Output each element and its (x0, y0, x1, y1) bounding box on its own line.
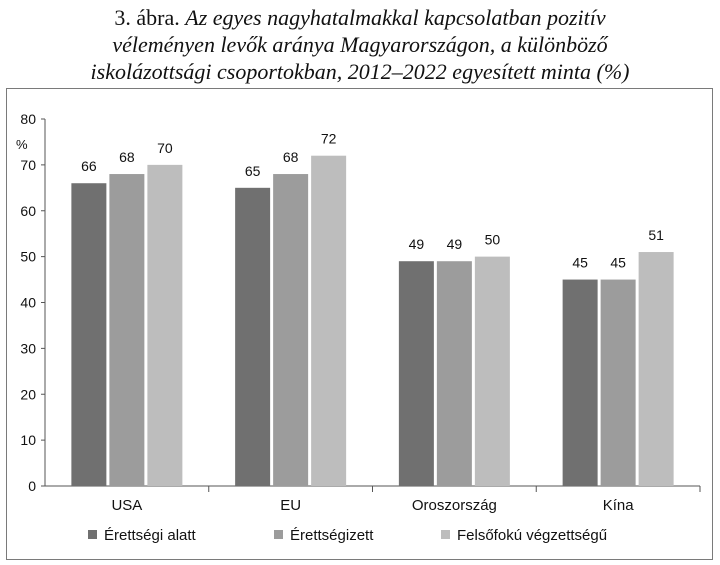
category-label: Kína (603, 497, 635, 514)
y-tick-label: 0 (28, 478, 36, 494)
legend-label: Érettségi alatt (104, 527, 197, 544)
category-label: Oroszország (412, 497, 497, 514)
data-label: 51 (648, 227, 664, 243)
bar (71, 183, 107, 486)
category-label: USA (111, 497, 142, 514)
legend-label: Felsőfokú végzettségű (457, 527, 607, 544)
bar (474, 256, 510, 486)
figure-number: 3. ábra. (114, 5, 180, 30)
data-label: 66 (81, 158, 97, 174)
y-tick-label: 50 (20, 249, 36, 265)
category-label: EU (280, 497, 301, 514)
bar (398, 261, 434, 486)
y-tick-label: 30 (20, 340, 36, 356)
data-label: 50 (485, 232, 501, 248)
data-label: 45 (610, 255, 626, 271)
y-tick-label: 60 (20, 203, 36, 219)
bar (273, 174, 309, 487)
title-text-1: Az egyes nagyhatalmakkal kapcsolatban po… (185, 5, 606, 30)
figure-title: 3. ábra. Az egyes nagyhatalmakkal kapcso… (0, 4, 720, 85)
data-label: 49 (447, 236, 463, 252)
data-label: 65 (245, 163, 261, 179)
data-label: 49 (409, 236, 425, 252)
legend-swatch (88, 530, 97, 539)
bar (600, 279, 636, 486)
data-label: 72 (321, 131, 337, 147)
title-line-3: iskolázottsági csoportokban, 2012–2022 e… (90, 59, 630, 84)
chart-frame (6, 88, 713, 560)
y-tick-label: 70 (20, 157, 36, 173)
legend-label: Érettségizett (290, 527, 374, 544)
data-label: 68 (119, 149, 135, 165)
data-label: 68 (283, 149, 299, 165)
y-tick-label: 20 (20, 386, 36, 402)
bar (436, 261, 472, 486)
bar (562, 279, 598, 486)
bar (109, 174, 145, 487)
bar (638, 252, 674, 486)
y-tick-label: 10 (20, 432, 36, 448)
title-line-2: véleményen levők aránya Magyarországon, … (112, 32, 608, 57)
legend-swatch (441, 530, 450, 539)
bar (235, 187, 271, 486)
data-label: 45 (572, 255, 588, 271)
data-label: 70 (157, 140, 173, 156)
y-tick-label: 40 (20, 295, 36, 311)
y-axis-unit-label: % (16, 137, 28, 152)
bar (147, 164, 183, 486)
legend-swatch (274, 530, 283, 539)
title-line-1: 3. ábra. Az egyes nagyhatalmakkal kapcso… (0, 4, 720, 31)
y-tick-label: 80 (20, 111, 36, 127)
bar (311, 155, 347, 486)
